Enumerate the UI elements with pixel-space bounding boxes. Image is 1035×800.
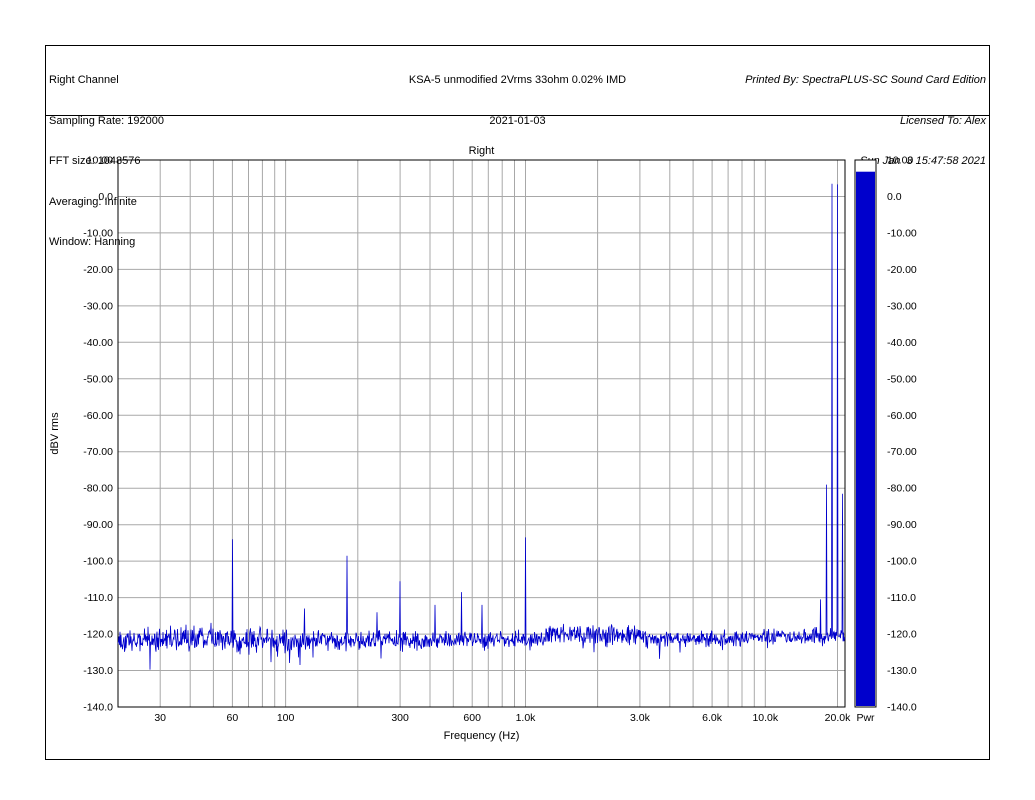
licensed-to: Licensed To: Alex bbox=[899, 114, 986, 127]
y-tick-label-right: -40.00 bbox=[887, 337, 917, 349]
x-tick-label: 3.0k bbox=[630, 712, 651, 724]
y-tick-label-right: -90.00 bbox=[887, 519, 917, 531]
y-tick-label-right: -130.0 bbox=[887, 665, 917, 677]
y-tick-label-left: 10.00 bbox=[87, 155, 113, 167]
chart-title: Right bbox=[469, 145, 495, 157]
y-tick-label-right: 0.0 bbox=[887, 191, 902, 203]
y-tick-label-left: -110.0 bbox=[84, 592, 113, 604]
x-axis-title: Frequency (Hz) bbox=[444, 730, 520, 742]
y-tick-label-left: 0.0 bbox=[98, 191, 113, 203]
y-tick-label-right: -100.0 bbox=[887, 556, 917, 568]
measurement-date: 2021-01-03 bbox=[489, 114, 546, 127]
fft-size: FFT size: 1048576 bbox=[49, 155, 141, 167]
y-axis-title: dBV rms bbox=[49, 412, 61, 455]
y-tick-label-left: -10.00 bbox=[83, 227, 113, 239]
window-function: Window: Hanning bbox=[49, 236, 136, 248]
x-tick-label: 1.0k bbox=[516, 712, 537, 724]
y-tick-label-right: -20.00 bbox=[887, 264, 917, 276]
chart-area: Right Frequency (Hz) dBV rms 10.00 10.00 0.0 0… bbox=[46, 116, 989, 759]
y-tick-label-right: 10.00 bbox=[887, 155, 913, 167]
spectrum-chart: Right Frequency (Hz) dBV rms 10.00 10.00 0.0 0… bbox=[49, 145, 917, 742]
x-tick-label: 100 bbox=[277, 712, 295, 724]
y-tick-label-left: -100.0 bbox=[83, 556, 113, 568]
y-tick-label-right: -140.0 bbox=[887, 702, 917, 714]
y-tick-label-right: -70.00 bbox=[887, 446, 917, 458]
plot-border bbox=[117, 159, 846, 708]
measurement-title: KSA-5 unmodified 2Vrms 33ohm 0.02% IMD bbox=[408, 74, 627, 86]
y-tick-label-left: -140.0 bbox=[83, 702, 113, 714]
y-tick-label-right: -60.00 bbox=[887, 410, 917, 422]
y-tick-label-left: -120.0 bbox=[83, 629, 113, 641]
spectrum-trace bbox=[117, 183, 846, 670]
y-tick-label-left: -80.00 bbox=[83, 483, 113, 495]
y-tick-label-left: -70.00 bbox=[83, 446, 113, 458]
header-measurement-info: KSA-5 unmodified 2Vrms 33ohm 0.02% IMD 2… bbox=[46, 47, 989, 155]
power-bar-label: Pwr bbox=[856, 712, 875, 724]
y-tick-label-left: -60.00 bbox=[83, 410, 113, 422]
y-tick-label-left: -20.00 bbox=[83, 264, 113, 276]
x-tick-label: 60 bbox=[227, 712, 239, 724]
y-tick-label-left: -50.00 bbox=[83, 373, 113, 385]
header-channel-info: Right Channel Sampling Rate: 192000 FFT … bbox=[49, 47, 164, 277]
sampling-rate: Sampling Rate: 192000 bbox=[49, 114, 164, 127]
y-tick-label-left: -40.00 bbox=[83, 337, 113, 349]
x-tick-label: 300 bbox=[391, 712, 409, 724]
y-tick-label-left: -130.0 bbox=[83, 665, 113, 677]
y-tick-label-right: -30.00 bbox=[887, 300, 917, 312]
y-tick-label-left: -90.00 bbox=[83, 519, 113, 531]
x-tick-label: 30 bbox=[154, 712, 166, 724]
y-tick-label-right: -10.00 bbox=[887, 227, 917, 239]
x-tick-label: 10.0k bbox=[752, 712, 778, 724]
x-tick-label: 20.0k bbox=[825, 712, 851, 724]
channel-label: Right Channel bbox=[49, 74, 119, 86]
report-header: Right Channel Sampling Rate: 192000 FFT … bbox=[46, 46, 989, 248]
power-bar-fill bbox=[856, 171, 875, 706]
x-tick-label: 600 bbox=[463, 712, 481, 724]
y-tick-label-left: -30.00 bbox=[83, 300, 113, 312]
y-tick-label-right: -50.00 bbox=[887, 373, 917, 385]
y-tick-label-right: -120.0 bbox=[887, 629, 917, 641]
y-tick-label-right: -80.00 bbox=[887, 483, 917, 495]
x-tick-label: 6.0k bbox=[702, 712, 723, 724]
y-tick-label-right: -110.0 bbox=[887, 592, 916, 604]
report-frame: Right Channel Sampling Rate: 192000 FFT … bbox=[45, 45, 990, 760]
averaging-mode: Averaging: Infinite bbox=[49, 195, 137, 208]
printed-by: Printed By: SpectraPLUS-SC Sound Card Ed… bbox=[745, 74, 986, 86]
